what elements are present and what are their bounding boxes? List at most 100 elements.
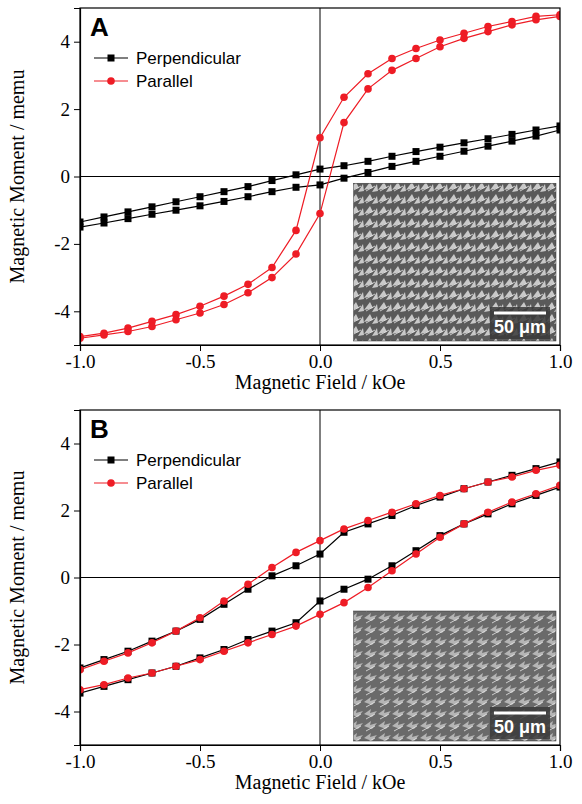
- data-point: [437, 144, 444, 151]
- data-point: [293, 171, 300, 178]
- data-point: [196, 656, 204, 664]
- data-point: [173, 198, 180, 205]
- panel: 50 μm-1.0-0.50.00.51.0-4-2024Magnetic Fi…: [6, 8, 572, 394]
- data-point: [244, 281, 252, 289]
- x-tick: 0.5: [429, 345, 453, 372]
- data-point: [293, 562, 300, 569]
- data-point: [196, 302, 204, 310]
- inset-picture: [354, 611, 556, 741]
- data-point: [124, 674, 132, 682]
- y-tick: -4: [54, 701, 80, 722]
- x-tick-label: 1.0: [549, 751, 573, 772]
- chart-figure: 50 μm-1.0-0.50.00.51.0-4-2024Magnetic Fi…: [0, 0, 582, 804]
- series-line: [80, 15, 560, 339]
- y-axis-title: Magnetic Moment / memu: [6, 471, 29, 685]
- zero-lines: [80, 410, 560, 745]
- y-tick-label: 4: [61, 31, 71, 52]
- data-point: [460, 520, 468, 528]
- scale-bar-label: 50 μm: [494, 717, 546, 737]
- zero-lines: [80, 8, 560, 345]
- data-point: [293, 184, 300, 191]
- data-point: [413, 148, 420, 155]
- x-tick: -0.5: [185, 745, 215, 772]
- data-point: [436, 36, 444, 44]
- data-point: [461, 148, 468, 155]
- data-point: [364, 70, 372, 78]
- zero-line: [80, 577, 560, 578]
- x-tick-label: 0.0: [309, 751, 333, 772]
- data-point: [124, 328, 132, 336]
- y-tick: 0: [61, 166, 81, 187]
- series-line: [80, 126, 560, 227]
- y-tick: -2: [54, 634, 80, 655]
- data-point: [268, 631, 276, 639]
- data-point: [412, 550, 420, 558]
- inset-picture: [354, 183, 556, 341]
- data-point: [388, 67, 396, 75]
- data-point: [124, 649, 132, 657]
- x-tick: -0.5: [185, 345, 215, 372]
- data-point: [484, 28, 492, 36]
- x-tick-mark: [320, 345, 321, 351]
- x-tick-mark: [200, 345, 201, 351]
- data-point: [317, 597, 324, 604]
- data-point: [508, 498, 516, 506]
- data-point: [292, 227, 300, 235]
- y-tick-label: 2: [61, 500, 71, 521]
- data-point: [316, 134, 324, 142]
- x-tick-mark: [440, 745, 441, 751]
- series-line: [80, 465, 560, 689]
- x-tick: 0.5: [429, 745, 453, 772]
- data-point: [388, 567, 396, 575]
- y-tick: -4: [54, 301, 80, 322]
- legend-label: Parallel: [136, 474, 193, 493]
- y-tick-mark: [74, 311, 80, 312]
- data-point: [460, 485, 468, 493]
- data-point: [340, 119, 348, 127]
- data-point: [316, 210, 324, 218]
- x-tick-label: 0.5: [429, 751, 453, 772]
- x-tick-mark: [560, 345, 561, 351]
- data-point: [364, 517, 372, 525]
- y-tick-label: -2: [54, 233, 70, 254]
- data-point: [220, 597, 228, 605]
- data-point: [220, 647, 228, 655]
- data-point: [340, 599, 348, 607]
- y-tick: -2: [54, 233, 80, 254]
- y-tick-mark: [74, 511, 80, 512]
- data-point: [292, 622, 300, 630]
- data-point: [461, 520, 468, 527]
- data-point: [148, 669, 156, 677]
- data-point: [172, 662, 180, 670]
- plot-frame: [80, 8, 560, 345]
- zero-line: [80, 176, 560, 177]
- marks: [80, 458, 560, 696]
- x-axis-line: [81, 746, 561, 752]
- data-point: [413, 158, 420, 165]
- scale-bar-ground: [490, 707, 550, 739]
- panel-letter: B: [90, 414, 109, 444]
- x-tick-label: 0.5: [429, 351, 453, 372]
- data-point: [172, 627, 180, 635]
- x-tick-label: -0.5: [185, 751, 215, 772]
- data-point: [340, 525, 348, 533]
- series-line: [80, 462, 560, 693]
- data-point: [364, 85, 372, 93]
- x-tick: -1.0: [65, 345, 95, 372]
- data-point: [365, 158, 372, 165]
- legend: PerpendicularParallel: [94, 49, 241, 91]
- y-tick-label: -4: [54, 701, 70, 722]
- data-point: [148, 323, 156, 331]
- data-point: [317, 551, 324, 558]
- data-point: [460, 35, 468, 43]
- data-point: [269, 188, 276, 195]
- legend-item: Perpendicular: [94, 49, 241, 68]
- y-tick-mark: [74, 177, 80, 178]
- data-point: [412, 55, 420, 63]
- legend-marker: [108, 55, 115, 62]
- data-point: [100, 331, 108, 339]
- data-point: [532, 467, 540, 475]
- data-point: [196, 614, 204, 622]
- data-point: [461, 139, 468, 146]
- data-point: [436, 43, 444, 51]
